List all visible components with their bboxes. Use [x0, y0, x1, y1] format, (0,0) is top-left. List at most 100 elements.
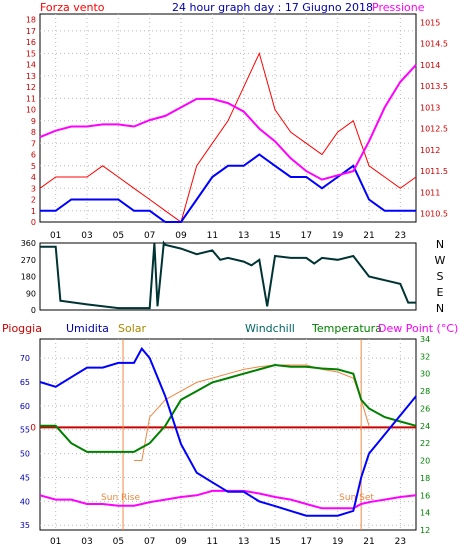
wind-force-label: Forza vento	[40, 1, 105, 14]
solar-label: Solar	[118, 322, 147, 335]
pressure-tick: 1014	[420, 61, 440, 70]
wind-force-tick: 11	[26, 94, 36, 103]
hour-tick: 23	[395, 231, 406, 241]
graph-title: 24 hour graph day : 17 Giugno 2018	[172, 1, 373, 14]
pressure-tick: 1012.5	[420, 125, 448, 134]
pressure-tick: 1014.5	[420, 40, 448, 49]
hour-tick: 15	[269, 537, 280, 547]
wind-force-tick: 10	[26, 106, 36, 115]
wind-pressure-grid	[40, 14, 416, 222]
wind-average-line	[40, 153, 416, 223]
sunrise-label: Sun Rise	[101, 493, 140, 503]
temperature-axis: 12 14 16 18 20 22 24 26 28 30 32 34	[420, 335, 430, 535]
hour-tick: 01	[50, 231, 61, 241]
temperature-tick: 20	[420, 457, 430, 466]
pressure-tick: 1011	[420, 188, 440, 197]
hour-tick: 09	[175, 231, 187, 241]
wind-force-tick: 13	[26, 72, 36, 81]
temperature-grid	[40, 339, 416, 530]
humidity-label: Umidita	[66, 322, 109, 335]
wind-force-tick: 5	[31, 162, 36, 171]
temperature-line	[40, 363, 417, 453]
temperature-tick: 22	[420, 439, 430, 448]
hour-tick: 07	[144, 537, 155, 547]
humidity-axis: 35 40 45 50 55 60 65 70	[20, 354, 30, 530]
temperature-tick: 14	[420, 509, 430, 518]
temperature-tick: 12	[420, 526, 430, 535]
pressure-tick: 1015	[420, 18, 440, 27]
wind-force-tick: 4	[31, 173, 36, 182]
wind-force-tick: 12	[26, 83, 36, 92]
pressure-tick: 1012	[420, 146, 440, 155]
wind-pressure-plot-frame	[39, 13, 417, 223]
wind-force-tick: 17	[26, 27, 36, 36]
wind-force-tick: 0	[31, 218, 36, 227]
direction-tick: 90	[26, 289, 36, 298]
windchill-label: Windchill	[245, 322, 295, 335]
pressure-tick: 1010.5	[420, 210, 448, 219]
compass-label: W	[435, 254, 446, 267]
hour-tick: 19	[332, 231, 344, 241]
wind-gust-line	[39, 51, 417, 223]
hour-tick: 17	[301, 537, 312, 547]
pressure-axis: 1010.5 1011 1011.5 1012 1012.5 1013 1013.5 1014…	[420, 18, 448, 218]
compass-label: E	[437, 286, 444, 299]
dewpoint-label: Dew Point (°C)	[378, 322, 458, 335]
direction-axis: 0 90 180 270 360	[21, 239, 36, 315]
temperature-tick: 26	[420, 404, 430, 413]
hour-tick: 03	[81, 231, 92, 241]
hour-tick: 07	[144, 231, 155, 241]
temperature-tick: 28	[420, 387, 430, 396]
temperature-tick: 16	[420, 491, 430, 500]
temperature-tick: 32	[420, 352, 430, 361]
hour-tick: 09	[175, 537, 187, 547]
hour-tick: 03	[81, 537, 92, 547]
compass-label: N	[436, 238, 444, 251]
wind-force-tick: 8	[31, 128, 36, 137]
hour-axis-top: 01 03 05 07 09 11 13 15 17 19 21 23	[50, 231, 406, 241]
humidity-tick: 60	[20, 402, 30, 411]
solar-line	[134, 364, 370, 461]
humidity-tick: 40	[20, 497, 30, 506]
humidity-tick: 55	[20, 426, 30, 435]
hour-tick: 13	[238, 537, 249, 547]
hour-tick: 05	[113, 537, 124, 547]
humidity-tick: 50	[20, 450, 30, 459]
hour-tick: 21	[363, 231, 374, 241]
pressure-tick: 1013.5	[420, 82, 448, 91]
humidity-line	[39, 346, 417, 517]
rain-label: Pioggia	[2, 322, 42, 335]
wind-direction-line	[40, 240, 416, 310]
humidity-tick: 65	[20, 378, 30, 387]
hour-tick: 05	[113, 231, 124, 241]
wind-force-tick: 1	[31, 207, 36, 216]
temperature-humidity-plot-frame	[39, 338, 417, 531]
pressure-label: Pressione	[372, 1, 425, 14]
hour-tick: 13	[238, 231, 249, 241]
pressure-tick: 1011.5	[420, 167, 448, 176]
temperature-tick: 24	[420, 422, 430, 431]
compass-label: N	[436, 302, 444, 315]
temperature-tick: 30	[420, 370, 430, 379]
wind-direction-plot-frame	[39, 242, 417, 311]
temperature-tick: 18	[420, 474, 430, 483]
temperature-label: Temperatura	[311, 322, 382, 335]
pressure-tick: 1013	[420, 103, 440, 112]
hour-tick: 17	[301, 231, 312, 241]
wind-force-tick: 14	[26, 61, 36, 70]
hour-tick: 01	[50, 537, 61, 547]
humidity-tick: 35	[20, 521, 30, 530]
hour-tick: 23	[395, 537, 406, 547]
wind-force-tick: 16	[26, 38, 36, 47]
compass-label: S	[437, 270, 444, 283]
hour-tick: 11	[207, 537, 218, 547]
direction-tick: 0	[31, 306, 36, 315]
wind-force-tick: 7	[31, 139, 36, 148]
hour-tick: 21	[363, 537, 374, 547]
wind-force-tick: 6	[31, 151, 36, 160]
direction-tick: 360	[21, 239, 36, 248]
hour-tick: 19	[332, 537, 344, 547]
